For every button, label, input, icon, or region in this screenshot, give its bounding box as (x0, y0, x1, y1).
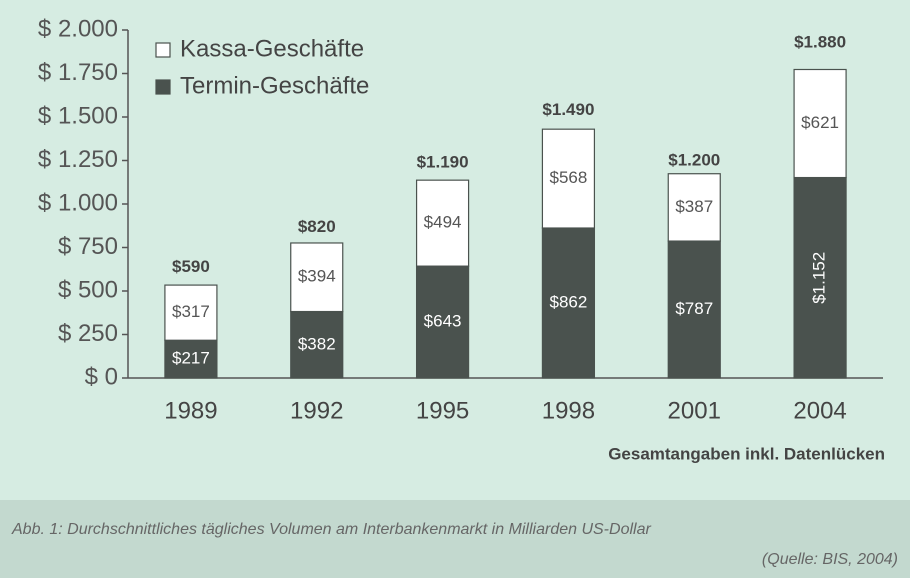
bar-segment (667, 173, 721, 242)
y-tick-label: $ 750 (58, 233, 118, 260)
value-label: $787 (675, 299, 713, 318)
value-label: $317 (172, 302, 210, 321)
y-tick-label: $ 500 (58, 276, 118, 303)
y-tick-label: $ 1.750 (38, 59, 118, 86)
x-tick-label: 1989 (164, 397, 217, 424)
total-label: $1.880 (794, 32, 846, 51)
value-label: $387 (675, 197, 713, 216)
y-tick-label: $ 1.500 (38, 102, 118, 129)
legend-swatch (155, 42, 171, 58)
bar-segment (290, 242, 344, 313)
note: Gesamtangaben inkl. Datenlücken (608, 444, 885, 463)
y-tick-label: $ 250 (58, 320, 118, 347)
legend-label: Kassa-Geschäfte (180, 35, 364, 62)
value-label: $494 (424, 213, 462, 232)
value-label: $621 (801, 113, 839, 132)
value-label: $217 (172, 349, 210, 368)
source: (Quelle: BIS, 2004) (762, 551, 898, 568)
value-label: $862 (550, 292, 588, 311)
bar-segment (290, 310, 344, 379)
value-label: $1.152 (810, 252, 829, 304)
legend-label: Termin-Geschäfte (180, 72, 369, 99)
bar-segment (164, 284, 218, 341)
bar-segment (164, 339, 218, 379)
legend-swatch (155, 79, 171, 95)
bar-segment (415, 179, 470, 267)
y-tick-label: $ 0 (85, 363, 118, 390)
x-tick-label: 1992 (290, 397, 343, 424)
x-tick-label: 2004 (793, 397, 846, 424)
value-label: $382 (298, 334, 336, 353)
bar-segment (541, 128, 596, 229)
total-label: $820 (298, 217, 336, 236)
bar-segment (793, 68, 847, 179)
caption-background (0, 500, 910, 578)
caption: Abb. 1: Durchschnittliches tägliches Vol… (11, 521, 651, 538)
value-label: $394 (298, 267, 336, 286)
x-tick-label: 2001 (668, 397, 721, 424)
value-label: $643 (424, 312, 462, 331)
total-label: $1.190 (417, 152, 469, 171)
value-label: $568 (550, 168, 588, 187)
bar-segment (667, 240, 721, 379)
y-tick-label: $ 2.000 (38, 15, 118, 42)
bar-segment (415, 265, 470, 379)
x-tick-label: 1995 (416, 397, 469, 424)
total-label: $590 (172, 257, 210, 276)
x-tick-label: 1998 (542, 397, 595, 424)
y-tick-label: $ 1.000 (38, 189, 118, 216)
y-tick-label: $ 1.250 (38, 146, 118, 173)
total-label: $1.490 (542, 100, 594, 119)
total-label: $1.200 (668, 151, 720, 170)
